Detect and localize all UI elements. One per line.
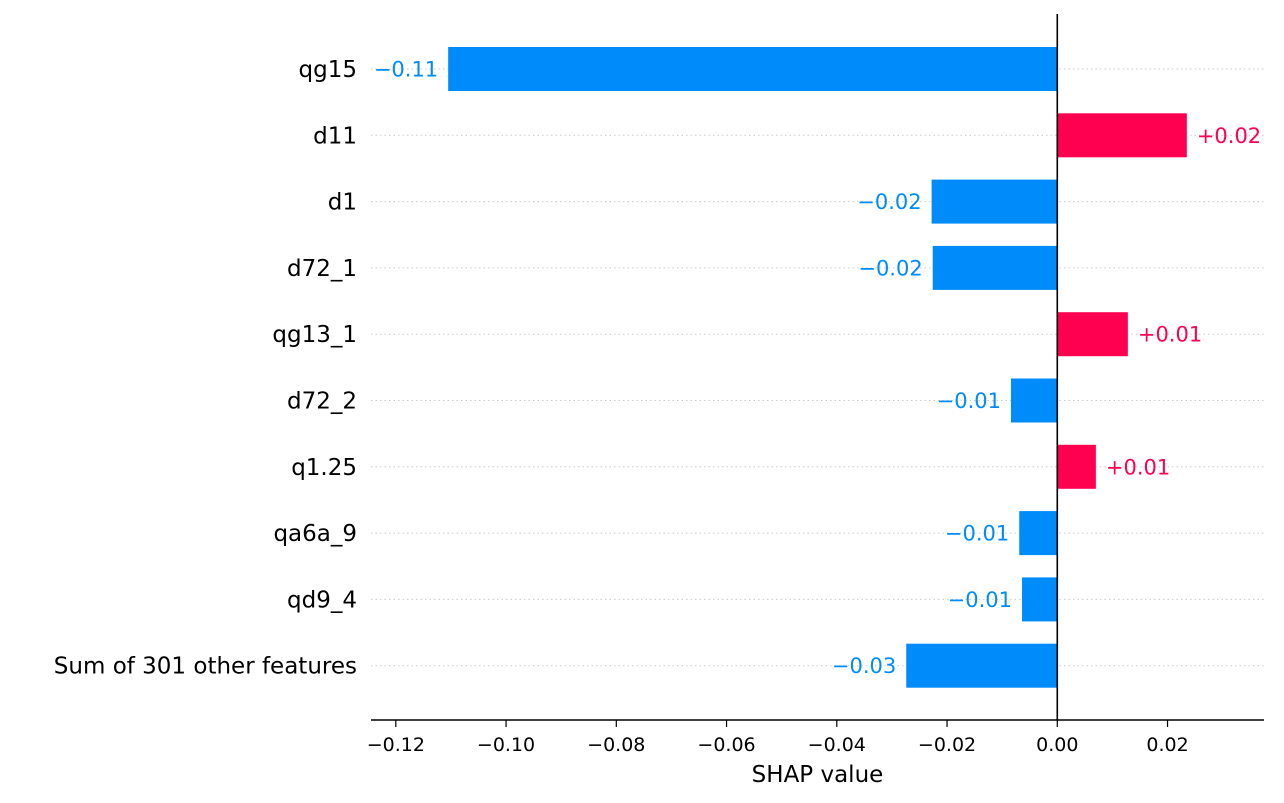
x-tick-label: 0.02 <box>1146 734 1188 756</box>
x-tick-label: −0.08 <box>587 734 645 756</box>
value-label: −0.02 <box>857 190 921 214</box>
bars <box>448 47 1187 688</box>
bar <box>1057 113 1187 158</box>
value-label: −0.03 <box>832 654 896 678</box>
value-label: −0.01 <box>948 588 1012 612</box>
value-label: −0.01 <box>945 522 1009 546</box>
x-tick-label: 0.00 <box>1036 734 1078 756</box>
value-label: −0.11 <box>374 58 438 82</box>
bar <box>1010 378 1058 423</box>
x-tick-label: −0.06 <box>697 734 755 756</box>
value-labels: −0.11 +0.02 −0.02 −0.02 +0.01 −0.01 +0.01 −0.01… <box>374 58 1261 679</box>
x-tick-label: −0.02 <box>918 734 976 756</box>
feature-label: qg15 <box>299 57 357 83</box>
bar <box>1057 444 1096 489</box>
x-tick-label: −0.12 <box>367 734 425 756</box>
x-tick-label: −0.04 <box>808 734 866 756</box>
bar <box>932 245 1058 290</box>
feature-label: d72_1 <box>287 256 357 282</box>
feature-label: qa6a_9 <box>273 521 357 547</box>
value-label: −0.02 <box>858 256 922 280</box>
value-label: +0.01 <box>1106 455 1170 479</box>
feature-label: qg13_1 <box>272 322 357 348</box>
feature-label: d1 <box>328 190 357 216</box>
feature-label: d72_2 <box>287 389 357 415</box>
bar <box>1019 511 1058 556</box>
feature-label: qd9_4 <box>287 587 357 613</box>
bar <box>906 643 1058 688</box>
bar <box>1057 312 1128 357</box>
value-label: +0.01 <box>1138 323 1202 347</box>
grid-lines <box>371 68 1264 667</box>
bar <box>1022 577 1058 622</box>
bar <box>931 179 1058 224</box>
feature-label: Sum of 301 other features <box>54 654 357 680</box>
feature-labels: qg15 d11 d1 d72_1 qg13_1 d72_2 q1.25 qa6a_9 qd9_… <box>54 57 357 680</box>
x-axis-label: SHAP value <box>752 762 884 788</box>
feature-label: q1.25 <box>291 455 357 481</box>
x-tick-label: −0.10 <box>477 734 535 756</box>
feature-label: d11 <box>313 123 357 149</box>
value-label: −0.01 <box>937 389 1001 413</box>
value-label: +0.02 <box>1197 124 1261 148</box>
bar <box>448 47 1058 91</box>
x-axis: −0.12 −0.10 −0.08 −0.06 −0.04 −0.02 0.00 0.02 <box>367 719 1264 756</box>
